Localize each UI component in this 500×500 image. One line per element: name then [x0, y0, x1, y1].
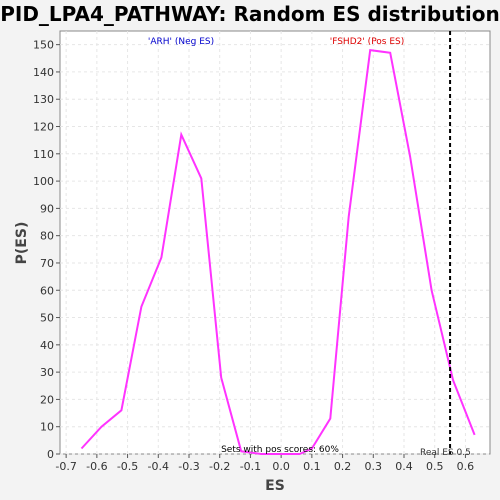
y-tick-label: 40	[40, 339, 54, 352]
x-tick-label: -0.2	[209, 460, 230, 473]
y-axis-label: P(ES)	[14, 222, 30, 265]
x-axis-ticks: -0.7 -0.6 -0.5 -0.4 -0.3 -0.2 -0.1 0.0 0.1 0.2 0.3…	[55, 454, 474, 473]
x-tick-label: 0.0	[272, 460, 290, 473]
series-line	[80, 48, 476, 455]
y-tick-label: 60	[40, 284, 54, 297]
y-tick-label: 140	[33, 66, 54, 79]
x-tick-label: 0.2	[334, 460, 352, 473]
y-tick-label: 0	[47, 448, 54, 461]
y-tick-label: 10	[40, 421, 54, 434]
grid	[60, 31, 490, 455]
plot-area	[59, 30, 491, 455]
neg-es-annotation: 'ARH' (Neg ES)	[148, 37, 214, 47]
real-es-annotation: Real ES 0.5	[420, 448, 471, 458]
chart-title: PID_LPA4_PATHWAY: Random ES distribution	[0, 2, 500, 26]
y-tick-label: 50	[40, 312, 54, 325]
y-tick-label: 110	[33, 148, 54, 161]
x-tick-label: 0.6	[457, 460, 475, 473]
x-tick-label: -0.7	[55, 460, 76, 473]
x-tick-label: -0.4	[148, 460, 169, 473]
x-tick-label: -0.3	[178, 460, 199, 473]
y-tick-label: 80	[40, 230, 54, 243]
y-tick-label: 30	[40, 366, 54, 379]
x-axis-label: ES	[265, 478, 285, 494]
x-tick-label: -0.5	[117, 460, 138, 473]
x-tick-label: -0.6	[86, 460, 107, 473]
y-tick-label: 20	[40, 393, 54, 406]
sets-pos-scores-annotation: Sets with pos scores: 60%	[221, 445, 339, 455]
x-tick-label: 0.1	[303, 460, 321, 473]
x-tick-label: 0.3	[365, 460, 383, 473]
x-tick-label: 0.5	[426, 460, 444, 473]
y-tick-label: 100	[33, 175, 54, 188]
x-tick-label: -0.1	[240, 460, 261, 473]
y-tick-label: 150	[33, 39, 54, 52]
y-tick-label: 70	[40, 257, 54, 270]
x-tick-label: 0.4	[395, 460, 413, 473]
y-tick-label: 130	[33, 93, 54, 106]
y-tick-label: 90	[40, 202, 54, 215]
y-tick-label: 120	[33, 121, 54, 134]
pos-es-annotation: 'FSHD2' (Pos ES)	[330, 37, 405, 47]
y-axis-ticks: 0 10 20 30 40 50 60 70 80 90 100 110 120 130 140 150	[33, 39, 60, 461]
